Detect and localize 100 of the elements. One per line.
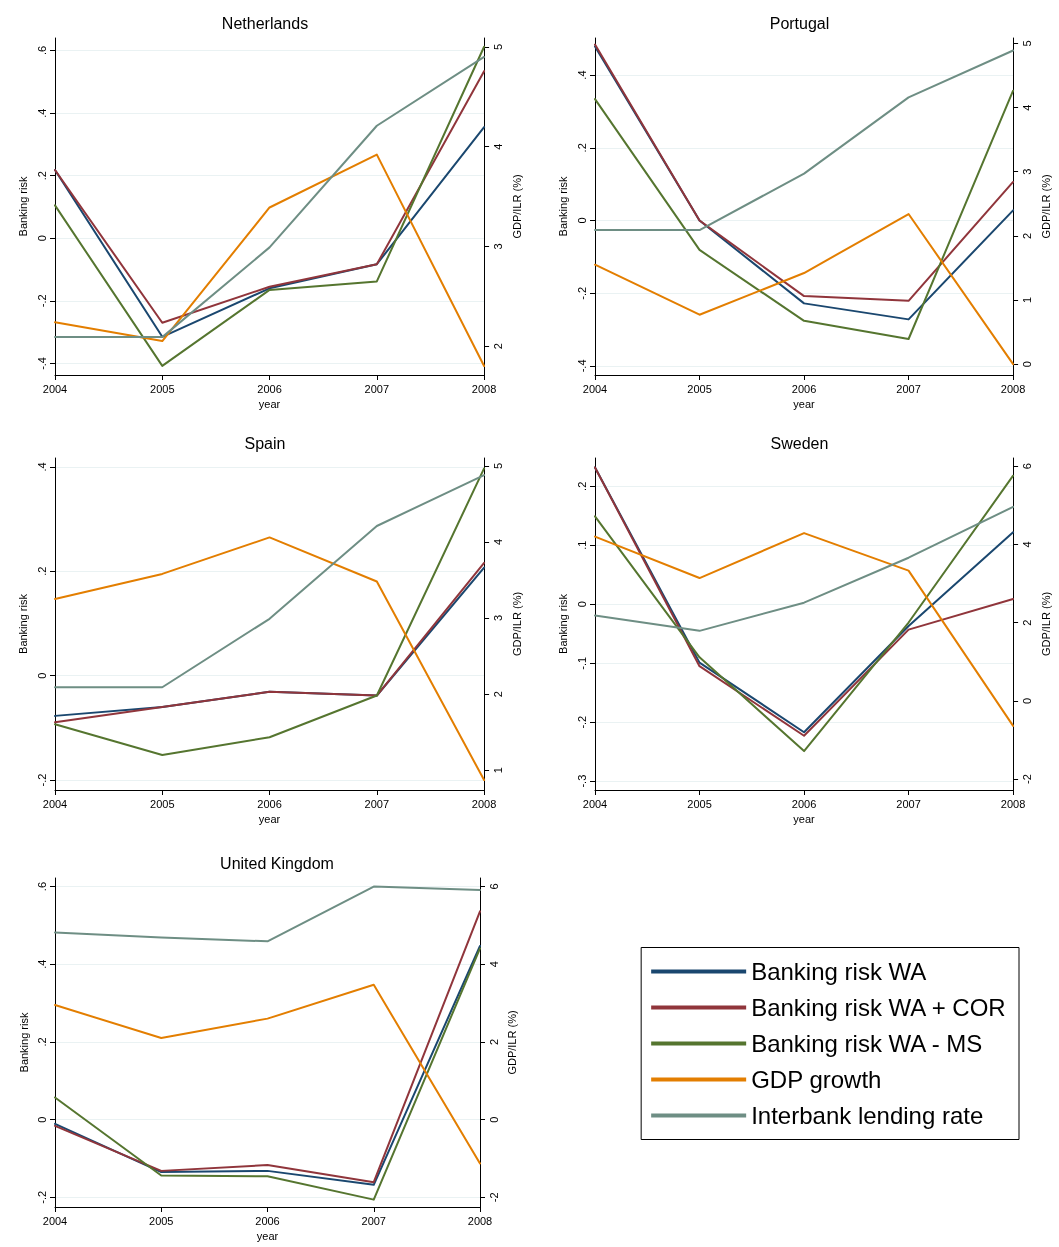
y2-tick-label: 1: [1020, 296, 1033, 304]
y-axis-title: Banking risk: [17, 1012, 30, 1073]
x-tick-label: 2006: [255, 1214, 280, 1227]
y-tick-label: -.3: [575, 774, 588, 788]
y2-tick-label: 4: [1020, 104, 1033, 111]
y-axis-title: Banking risk: [16, 593, 29, 654]
y2-tick-label: 4: [491, 143, 504, 150]
y-tick-label: -.1: [575, 656, 588, 670]
x-tick-label: 2005: [150, 382, 175, 395]
y-tick-label: 0: [35, 672, 48, 679]
y2-tick-label: 0: [1020, 361, 1033, 368]
y-tick-label: .2: [575, 143, 588, 153]
y-tick-label: -.2: [575, 286, 588, 300]
chart-title: Spain: [244, 434, 286, 452]
y-tick-label: .1: [575, 540, 588, 550]
y2-tick-label: 3: [491, 243, 504, 250]
y-tick-label: -.2: [575, 715, 588, 729]
x-tick-label: 2005: [150, 797, 175, 810]
y-tick-label: .4: [35, 108, 48, 118]
x-axis-title: year: [793, 398, 816, 411]
y2-tick-label: 2: [491, 691, 504, 698]
x-tick-label: 2004: [582, 797, 608, 810]
y2-tick-label: -2: [1020, 774, 1033, 784]
y2-tick-label: 5: [1020, 40, 1033, 47]
line-series: [54, 126, 486, 338]
y2-tick-label: 0: [1020, 697, 1033, 704]
line-series: [594, 89, 1015, 341]
x-tick-label: 2007: [896, 797, 921, 810]
line-series: [54, 983, 481, 1165]
y-tick-label: -.2: [35, 1190, 48, 1204]
line-series: [54, 467, 486, 757]
y2-tick-label: 4: [1020, 541, 1033, 548]
y-tick-label: .4: [35, 462, 48, 472]
x-tick-label: 2004: [582, 382, 608, 395]
y-tick-label: .2: [35, 566, 48, 576]
y2-tick-label: 3: [491, 614, 504, 622]
y-tick-label: -.2: [35, 294, 48, 308]
x-tick-label: 2008: [1000, 382, 1026, 395]
x-axis-title: year: [258, 813, 281, 826]
y2-axis-title: GDP/ILR (%): [505, 1010, 518, 1075]
y2-tick-label: 4: [491, 538, 504, 546]
y2-axis-title: GDP/ILR (%): [1039, 174, 1052, 239]
x-tick-label: 2004: [42, 1214, 68, 1227]
line-series: [594, 532, 1015, 727]
x-tick-label: 2008: [471, 797, 497, 810]
chart-title: Portugal: [769, 14, 830, 32]
y2-axis-title: GDP/ILR (%): [1039, 591, 1052, 657]
x-tick-label: 2005: [687, 797, 712, 810]
x-tick-label: 2008: [1000, 797, 1026, 810]
y2-tick-label: 2: [1020, 232, 1033, 239]
chart-title: Sweden: [770, 434, 829, 452]
line-series: [594, 49, 1015, 232]
y-tick-label: -.2: [35, 773, 48, 787]
line-series: [54, 153, 486, 368]
y-tick-label: 0: [575, 217, 588, 224]
y2-tick-label: 4: [487, 961, 500, 968]
x-tick-label: 2004: [42, 797, 68, 810]
y-tick-label: 0: [35, 235, 48, 242]
y-axis-title: Banking risk: [556, 593, 569, 654]
line-series: [594, 213, 1015, 366]
y2-tick-label: 5: [491, 43, 504, 51]
y2-tick-label: 2: [491, 343, 504, 350]
legend-label: Interbank lending rate: [751, 1102, 984, 1129]
x-tick-label: 2007: [896, 382, 921, 395]
y-tick-label: -.4: [35, 357, 48, 370]
y2-tick-label: -2: [487, 1192, 500, 1203]
x-axis-title: year: [793, 813, 816, 826]
x-tick-label: 2008: [471, 382, 497, 395]
x-tick-label: 2006: [791, 797, 817, 810]
y-axis-title: Banking risk: [556, 176, 569, 237]
y2-tick-label: 5: [491, 462, 504, 469]
x-tick-label: 2005: [687, 382, 712, 395]
x-axis-title: year: [258, 398, 281, 411]
line-series: [594, 505, 1015, 632]
y2-tick-label: 1: [491, 767, 504, 774]
x-tick-label: 2005: [149, 1214, 174, 1227]
x-axis-title: year: [256, 1230, 279, 1243]
x-tick-label: 2007: [364, 382, 390, 395]
y2-axis-title: GDP/ILR (%): [510, 591, 523, 657]
line-series: [54, 885, 481, 943]
x-tick-label: 2008: [467, 1214, 493, 1227]
chart-title: United Kingdom: [220, 854, 334, 872]
x-tick-label: 2007: [361, 1214, 386, 1227]
y2-tick-label: 2: [1020, 619, 1033, 626]
y2-tick-label: 6: [1020, 463, 1033, 470]
legend-label: Banking risk WA + COR: [751, 994, 1006, 1021]
x-tick-label: 2006: [791, 382, 817, 395]
line-series: [54, 474, 486, 689]
y-tick-label: .2: [35, 1037, 48, 1047]
y2-tick-label: 0: [487, 1116, 500, 1123]
legend-label: Banking risk WA - MS: [751, 1030, 983, 1057]
x-tick-label: 2004: [42, 382, 68, 395]
y-axis-title: Banking risk: [16, 176, 29, 237]
line-series: [54, 536, 486, 782]
y-tick-label: .2: [35, 171, 48, 181]
y2-tick-label: 3: [1020, 168, 1033, 175]
y-tick-label: -.4: [575, 359, 588, 373]
x-tick-label: 2006: [257, 382, 282, 395]
y-tick-label: 0: [575, 601, 588, 608]
x-tick-label: 2007: [364, 797, 390, 810]
